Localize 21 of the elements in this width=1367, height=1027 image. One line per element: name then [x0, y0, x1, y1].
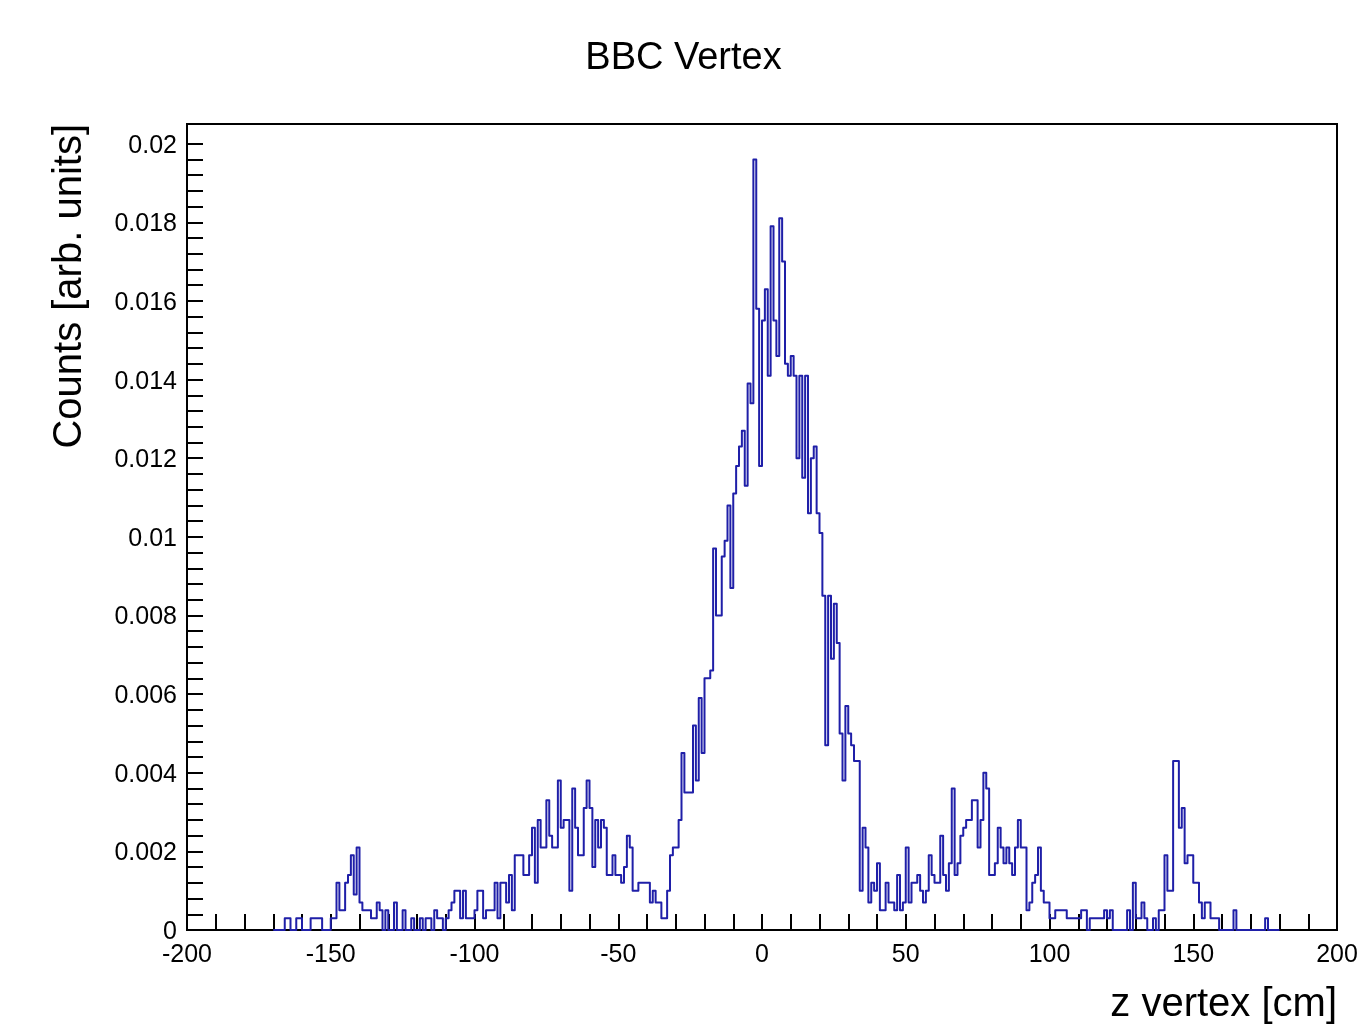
y-tick-label: 0.016 [114, 286, 177, 315]
y-tick-label: 0.008 [114, 601, 177, 630]
y-axis-title: Counts [arb. units] [45, 124, 89, 449]
y-tick-label: 0.018 [114, 208, 177, 237]
y-tick-label: 0.02 [128, 129, 177, 158]
y-tick-label: 0.014 [114, 365, 178, 394]
x-axis-title: z vertex [cm] [1110, 980, 1337, 1024]
y-tick-label: 0.012 [114, 444, 177, 473]
y-tick-label: 0.004 [114, 758, 178, 787]
x-tick-label: -150 [305, 938, 356, 967]
x-tick-label: 0 [755, 938, 769, 967]
x-tick-label: -100 [449, 938, 500, 967]
y-tick-label: 0.01 [128, 522, 177, 551]
y-tick-label: 0.006 [114, 680, 177, 709]
chart-title: BBC Vertex [585, 35, 782, 77]
x-tick-label: 200 [1316, 938, 1358, 967]
x-tick-label: 150 [1172, 938, 1215, 967]
x-tick-label: 50 [891, 938, 920, 967]
y-tick-label: 0.002 [114, 837, 177, 866]
x-tick-label: -50 [600, 938, 637, 967]
x-tick-label: 100 [1028, 938, 1071, 967]
